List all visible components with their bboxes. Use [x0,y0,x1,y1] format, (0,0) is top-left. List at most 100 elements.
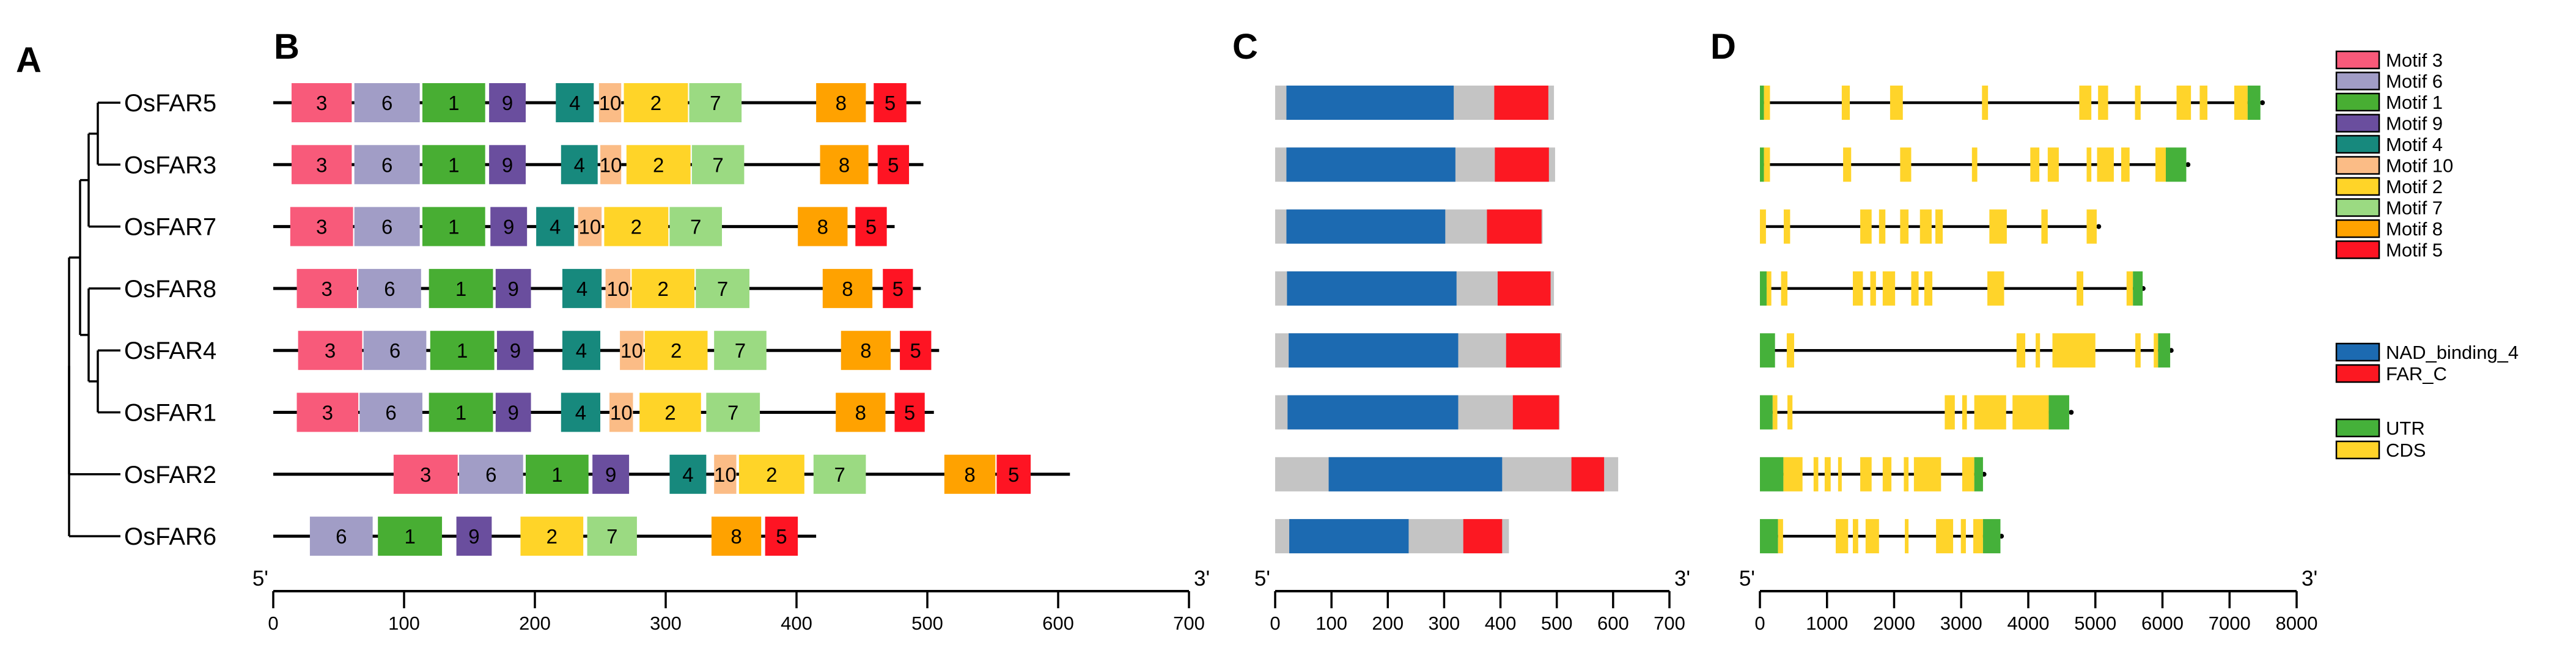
cds-block [1911,271,1919,306]
cds-block [2047,147,2059,182]
motif-box-3 [291,145,352,185]
domain-row [1275,519,1509,554]
motif-box-3 [393,454,458,494]
motif-box-4 [669,454,707,494]
motif-number: 10 [714,463,737,486]
axis-tick-label: 8000 [2276,613,2318,634]
motif-row: 3 6 1 9 4 10 2 7 8 5 [273,207,895,246]
motif-number: 7 [717,278,728,300]
cds-block [1824,457,1831,492]
axis-5prime-label: 5' [1739,567,1755,591]
motif-number: 8 [964,463,975,486]
legend-domain-swatch [2335,364,2380,383]
cds-block [1989,209,2007,244]
cds-block [1900,209,1909,244]
panel-label-a: A [16,40,42,80]
motif-box-4 [561,145,598,185]
motif-box-6 [359,392,422,432]
motif-number: 5 [776,525,787,548]
motif-box-10 [598,83,622,122]
axis-5prime-label: 5' [1254,567,1270,591]
motif-box-7 [669,207,723,246]
motif-box-3 [298,331,362,370]
motif-number: 2 [650,92,661,114]
motif-number: 9 [503,216,514,238]
motif-number: 5 [910,339,921,362]
domain-row [1275,395,1560,430]
motif-box-6 [363,331,427,370]
motif-number: 3 [316,92,327,114]
axis-tick-label: 6000 [2141,613,2184,634]
motif-box-4 [562,268,602,308]
motif-number: 9 [508,402,519,424]
utr-block [1760,457,1784,492]
motif-number: 3 [325,339,336,362]
motif-box-4 [561,392,600,432]
motif-number: 7 [606,525,617,548]
motif-number: 4 [575,402,586,424]
motif-number: 8 [817,216,828,238]
motif-box-2 [604,207,669,246]
cds-block [1882,457,1892,492]
motif-box-9 [489,83,526,122]
cds-block [2030,147,2040,182]
cds-block [2098,86,2108,120]
motif-number: 2 [546,525,558,548]
motif-number: 2 [658,278,669,300]
legend-motif-label: Motif 9 [2386,113,2443,134]
cds-block [1760,209,1766,244]
legend-motif-label: Motif 8 [2386,218,2443,240]
axis-tick-label: 1000 [1806,613,1848,634]
cds-block [1924,271,1933,306]
motif-number: 6 [336,525,347,548]
motif-number: 4 [574,153,585,176]
cds-block [1783,209,1790,244]
motif-box-8 [841,331,891,370]
cds-block [2176,86,2191,120]
motif-box-10 [609,392,633,432]
cds-block [1783,457,1803,492]
cds-block [1982,86,1989,120]
axis-tick-label: 100 [1316,613,1347,634]
motif-number: 9 [510,339,521,362]
motif-number: 5 [885,92,896,114]
legend-motif-label: Motif 5 [2386,240,2443,261]
motif-box-1 [422,145,485,185]
motif-number: 1 [448,153,459,176]
tree-leaf-label: OsFAR3 [124,152,216,179]
motif-number: 2 [664,402,675,424]
legend-motif-swatch [2335,219,2380,238]
tree-leaf-label: OsFAR5 [124,90,216,117]
legend-motif-label: Motif 3 [2386,50,2443,71]
cds-block [2097,147,2114,182]
motif-box-5 [855,207,887,246]
axis-tick-label: 0 [1270,613,1280,634]
cds-block [1974,395,2006,430]
domain-far_c [1495,147,1549,182]
cds-block [1766,271,1772,306]
motif-box-6 [354,145,420,185]
motif-box-6 [354,207,420,246]
axis-tick-label: 300 [1429,613,1460,634]
cds-block [1836,519,1849,554]
gene-structure-row [1760,333,2174,368]
panel-c-domain-map: 0 100 200 300 400 500 600 700 5' 3' [1254,86,1690,634]
motif-number: 6 [389,339,400,362]
motif-box-1 [429,392,493,432]
motif-number: 1 [455,402,466,424]
motif-box-8 [816,83,866,122]
axis-tick-label: 200 [1372,613,1404,634]
domain-nad_binding_4 [1289,333,1459,368]
cds-block [1853,271,1863,306]
motif-row: 3 6 1 9 4 10 2 7 8 5 [273,268,921,308]
legend-domain-label: NAD_binding_4 [2386,342,2519,363]
gene-structure-row [1760,147,2191,182]
motif-box-8 [944,454,996,494]
cds-block [1764,147,1770,182]
axis-3prime-label: 3' [1194,567,1210,591]
cds-block [2199,86,2208,120]
cds-block [1882,271,1896,306]
utr-block [2048,395,2069,430]
axis-tick-label: 700 [1173,613,1205,634]
domain-row [1275,457,1619,492]
